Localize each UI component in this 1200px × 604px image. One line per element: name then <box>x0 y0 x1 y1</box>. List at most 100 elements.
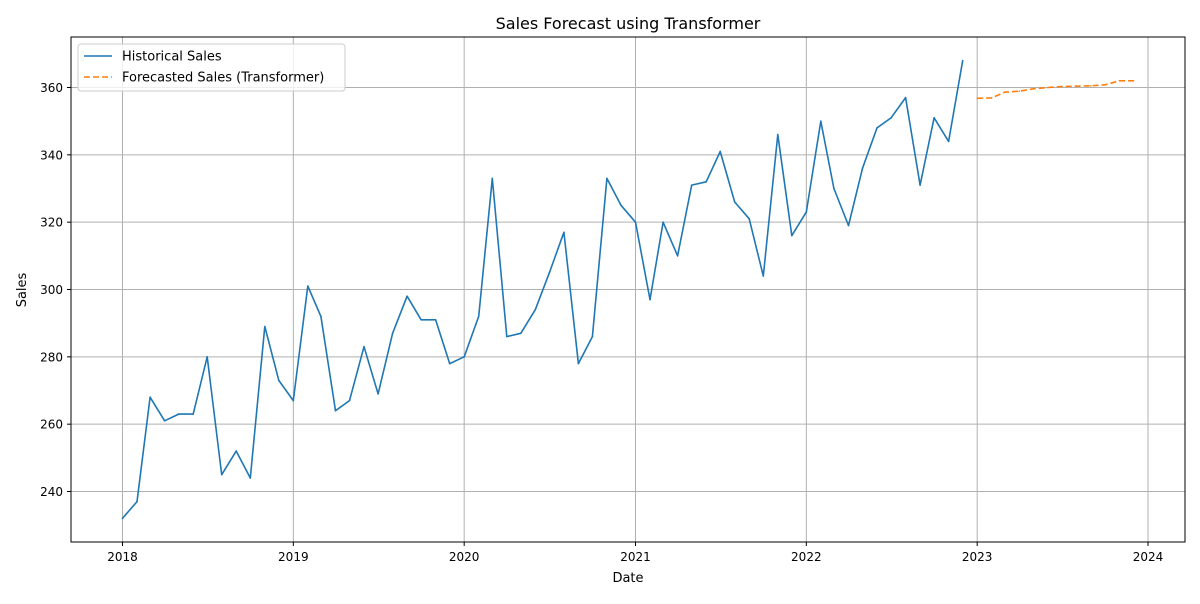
data-point <box>334 409 337 412</box>
gridlines <box>71 37 1185 542</box>
legend: Historical Sales Forecasted Sales (Transf… <box>77 43 346 92</box>
data-point <box>292 399 295 402</box>
x-tick-label: 2021 <box>620 550 651 564</box>
chart-title: Sales Forecast using Transformer <box>496 14 761 33</box>
x-tick-label: 2018 <box>107 550 138 564</box>
data-point <box>634 221 637 223</box>
data-point <box>1075 85 1078 87</box>
data-point <box>776 133 779 136</box>
data-point <box>805 211 808 213</box>
data-point <box>307 285 309 287</box>
data-point <box>520 332 522 335</box>
y-tick-label: 300 <box>40 283 63 297</box>
data-point <box>762 275 765 277</box>
data-point <box>791 234 793 237</box>
data-point <box>434 319 437 321</box>
data-point <box>733 201 736 203</box>
data-point <box>1061 85 1063 88</box>
x-axis-label: Date <box>612 571 643 586</box>
data-point <box>192 413 194 415</box>
legend-label: Forecasted Sales (Transformer) <box>122 71 324 86</box>
data-point <box>263 325 266 328</box>
data-point <box>177 413 180 415</box>
data-point <box>348 399 351 402</box>
y-tick-label: 240 <box>40 485 63 499</box>
data-point <box>820 120 822 122</box>
data-point <box>136 500 138 503</box>
data-point <box>847 224 850 227</box>
data-point <box>149 396 151 399</box>
data-point <box>448 362 451 365</box>
data-point <box>220 473 223 476</box>
legend-label: Historical Sales <box>122 50 222 65</box>
data-point <box>577 362 580 365</box>
data-point <box>463 356 465 358</box>
x-tick-label: 2023 <box>962 550 993 564</box>
data-point <box>719 150 722 153</box>
data-point <box>591 335 594 338</box>
data-point <box>606 177 608 180</box>
data-point <box>933 117 935 119</box>
data-point <box>833 187 835 190</box>
data-point <box>235 450 238 452</box>
series-line-0 <box>121 60 964 519</box>
data-point <box>976 97 978 100</box>
x-tick-label: 2019 <box>278 550 309 564</box>
data-point <box>990 97 993 99</box>
data-point <box>491 177 494 180</box>
data-point <box>391 332 394 335</box>
y-tick-label: 280 <box>40 350 63 364</box>
axis-ticks: 2018 2019 2020 2021 2022 2023 2024 240 260 280 300… <box>40 81 1163 564</box>
data-point <box>649 298 651 301</box>
data-point <box>662 221 664 223</box>
data-point <box>406 295 408 298</box>
data-point <box>676 255 679 257</box>
y-tick-label: 260 <box>40 418 63 432</box>
data-point <box>249 477 252 479</box>
x-tick-label: 2020 <box>449 550 480 564</box>
data-point <box>206 356 209 358</box>
x-tick-label: 2022 <box>791 550 822 564</box>
data-point <box>548 271 551 274</box>
data-point <box>861 167 864 170</box>
data-point <box>1118 79 1121 82</box>
data-point <box>1018 90 1021 93</box>
data-point <box>961 59 964 62</box>
y-tick-label: 320 <box>40 216 63 230</box>
data-point <box>1003 91 1006 94</box>
data-point <box>876 127 878 129</box>
data-point <box>534 308 537 311</box>
data-point <box>505 335 508 338</box>
data-point <box>947 140 950 143</box>
data-point <box>1032 88 1035 90</box>
x-tick-label: 2024 <box>1133 550 1164 564</box>
data-point <box>1104 84 1106 86</box>
y-tick-label: 360 <box>40 81 63 95</box>
data-point <box>620 204 622 207</box>
data-point <box>705 180 707 183</box>
data-point <box>163 420 166 422</box>
data-point <box>320 315 322 318</box>
data-point <box>1090 85 1092 87</box>
y-axis-label: Sales <box>15 272 30 307</box>
data-point <box>278 379 280 382</box>
data-point <box>1132 79 1135 82</box>
data-point <box>377 393 379 395</box>
data-point <box>690 184 693 186</box>
data-point <box>919 184 921 186</box>
data-point <box>1047 86 1049 89</box>
data-point <box>890 117 892 119</box>
data-point <box>904 96 907 99</box>
series-line-1 <box>977 80 1134 100</box>
data-point <box>121 517 124 520</box>
data-point <box>363 345 365 348</box>
data-point <box>420 319 422 321</box>
data-point <box>477 315 480 318</box>
y-tick-label: 340 <box>40 148 63 162</box>
data-point <box>563 231 565 234</box>
legend-box <box>77 43 346 92</box>
data-point <box>748 218 751 220</box>
series-lines <box>121 59 1135 520</box>
